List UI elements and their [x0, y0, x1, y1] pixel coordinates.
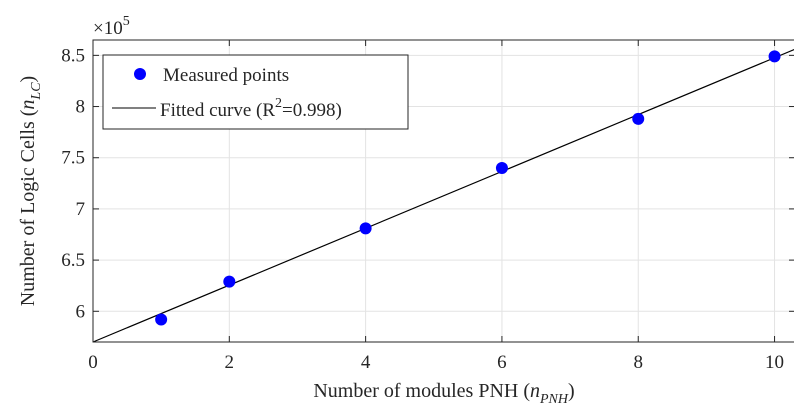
measured-point: [359, 222, 372, 235]
legend-label-measured-points: Measured points: [163, 65, 289, 86]
measured-point: [632, 112, 645, 125]
legend: Measured points Fitted curve (R2=0.998): [102, 54, 409, 130]
x-axis-label: Number of modules PNH (nPNH): [313, 380, 574, 407]
y-tick-label: 8.5: [61, 45, 85, 66]
measured-points-series: [155, 50, 781, 326]
legend-label-fitted-curve: Fitted curve (R2=0.998): [160, 96, 342, 121]
measured-point: [495, 161, 508, 174]
y-tick-label: 8: [76, 97, 86, 118]
legend-marker-measured-points: [134, 68, 146, 80]
y-tick-label: 6: [76, 301, 86, 322]
x-tick-label: 10: [765, 352, 784, 373]
y-tick-label: 7: [76, 199, 86, 220]
x-tick-label: 0: [88, 352, 98, 373]
legend-box: [102, 54, 409, 130]
x-tick-label: 4: [361, 352, 371, 373]
measured-point: [768, 50, 781, 63]
fitted-curve-series: [92, 48, 794, 343]
measured-point: [155, 313, 168, 326]
y-tick-label: 7.5: [61, 148, 85, 169]
x-tick-label: 8: [633, 352, 643, 373]
y-tick-label: 6.5: [61, 250, 85, 271]
y-multiplier-label: ×105: [93, 14, 130, 39]
plot-area-border: [92, 39, 794, 343]
measured-point: [223, 275, 236, 288]
x-tick-label: 2: [225, 352, 235, 373]
y-axis-ticks: 6 6.5 7 7.5 8 8.5: [61, 45, 794, 322]
fitted-curve-line: [92, 48, 794, 343]
x-tick-label: 6: [497, 352, 507, 373]
y-axis-label: Number of Logic Cells (nLC): [17, 76, 44, 306]
